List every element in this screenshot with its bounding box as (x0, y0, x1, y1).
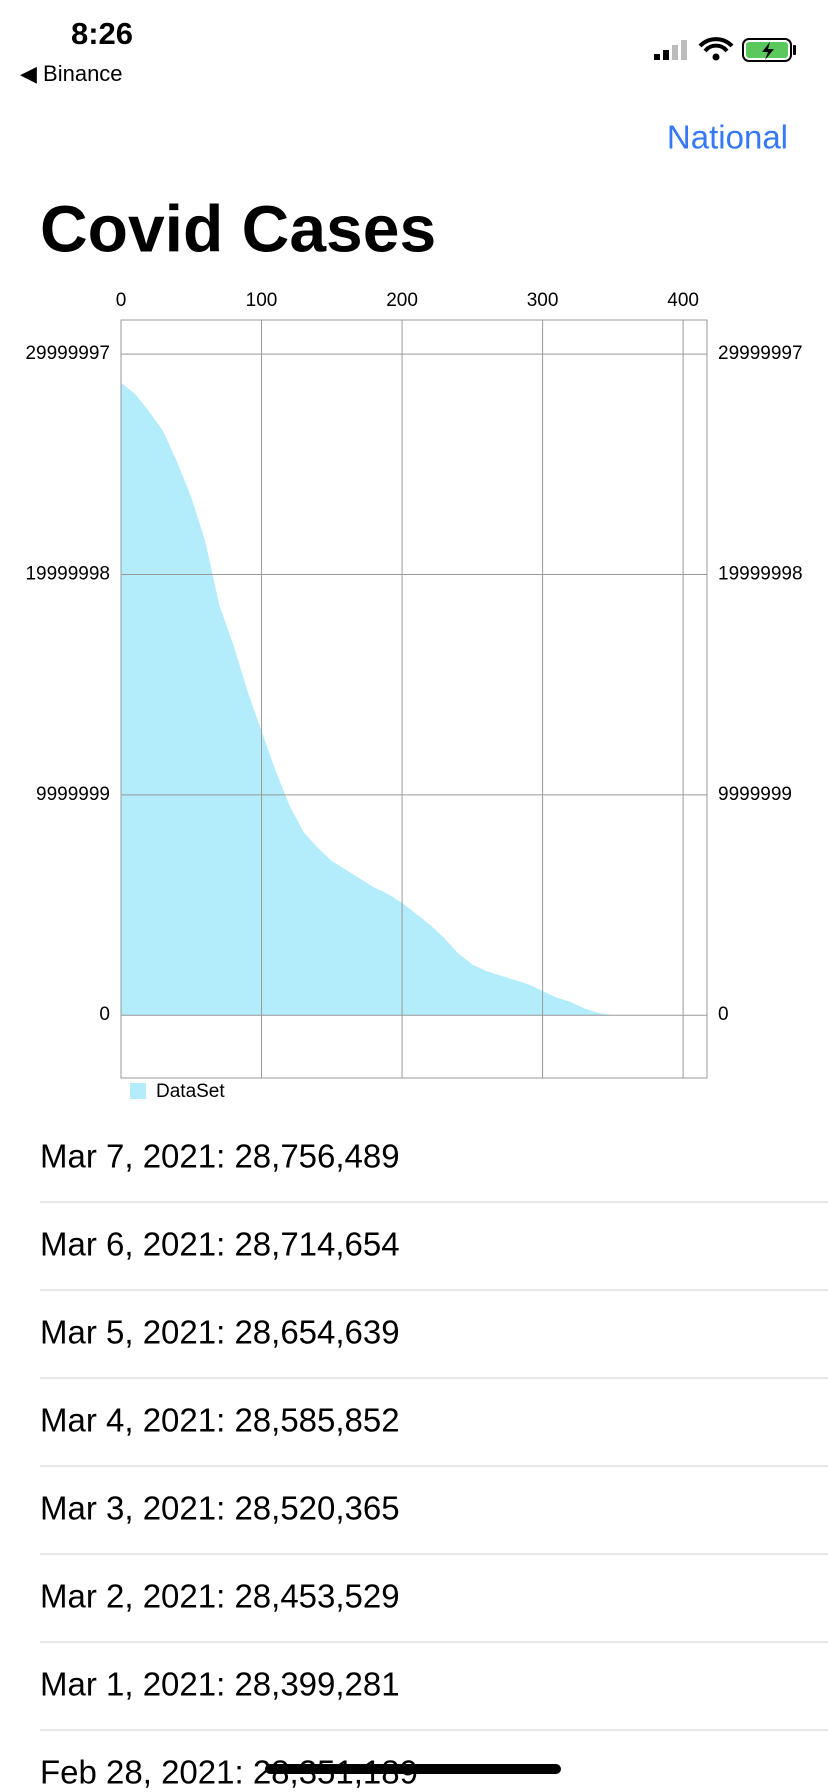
x-tick-label: 400 (667, 290, 699, 311)
list-row: Mar 4, 2021: 28,585,852 (40, 1402, 400, 1439)
nav-button[interactable]: National (667, 119, 788, 156)
y-tick-label: 0 (99, 1004, 110, 1025)
back-link[interactable]: ◀ Binance (20, 61, 123, 86)
chart: 0 100 200 300 400 0 9999999 19999998 29999997 0 99… (25, 290, 802, 1102)
y-tick-label: 29999997 (25, 343, 110, 364)
clock: 8:26 (71, 16, 133, 51)
legend-label: DataSet (156, 1081, 225, 1102)
y2-tick-label: 19999998 (718, 564, 803, 585)
page-title: Covid Cases (40, 191, 436, 265)
list-row: Mar 5, 2021: 28,654,639 (40, 1314, 400, 1351)
y2-tick-label: 0 (718, 1004, 729, 1025)
list-row: Mar 2, 2021: 28,453,529 (40, 1578, 400, 1615)
x-tick-label: 200 (386, 290, 418, 311)
area (121, 382, 613, 1016)
x-tick-label: 100 (246, 290, 278, 311)
y2-tick-label: 9999999 (718, 784, 792, 805)
list: Mar 7, 2021: 28,756,489 Mar 6, 2021: 28,7… (40, 1138, 828, 1791)
y-tick-label: 9999999 (36, 784, 110, 805)
list-row: Mar 1, 2021: 28,399,281 (40, 1666, 400, 1703)
plot-frame (120, 319, 708, 1079)
x-tick-label: 300 (527, 290, 559, 311)
list-row: Mar 3, 2021: 28,520,365 (40, 1490, 400, 1527)
list-row: Mar 6, 2021: 28,714,654 (40, 1226, 400, 1263)
y2-tick-label: 29999997 (718, 343, 803, 364)
y-tick-label: 19999998 (25, 564, 110, 585)
legend-swatch (130, 1083, 146, 1099)
x-tick-label: 0 (116, 290, 127, 311)
status-icons (654, 37, 796, 62)
home-indicator (265, 1764, 561, 1774)
list-row: Mar 7, 2021: 28,756,489 (40, 1138, 400, 1175)
